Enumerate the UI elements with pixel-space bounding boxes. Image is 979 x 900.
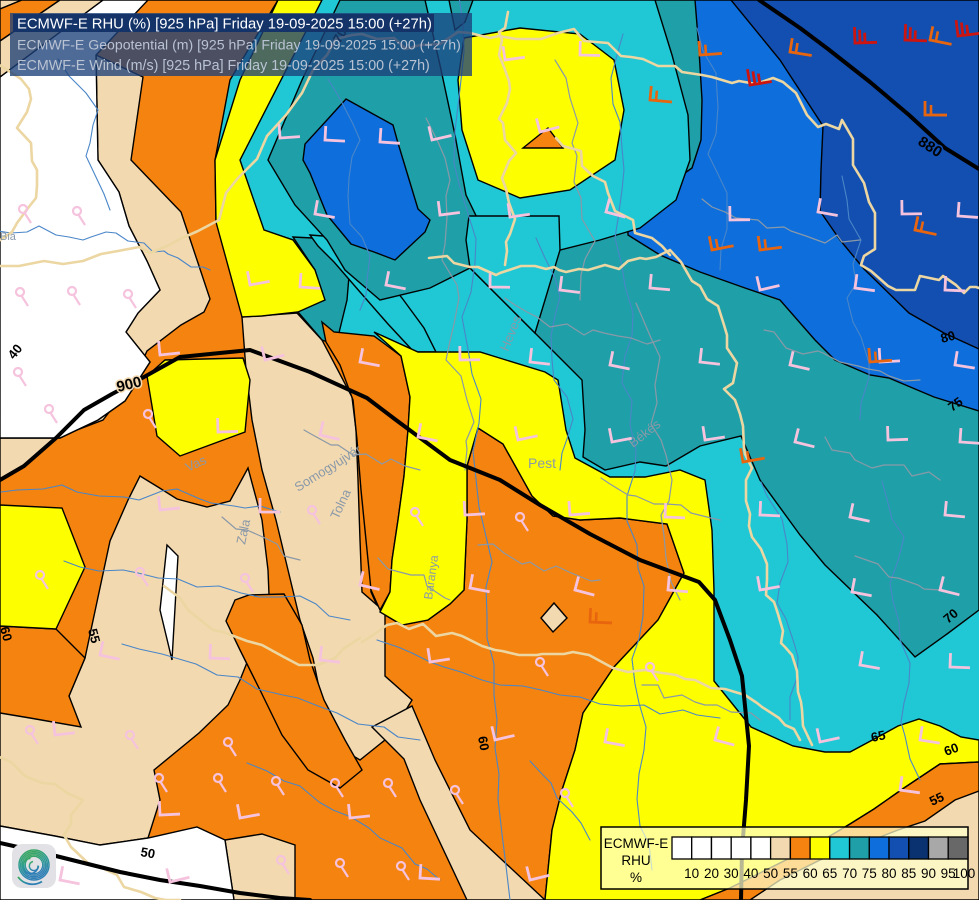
svg-text:10: 10 <box>684 866 699 881</box>
svg-text:90: 90 <box>921 866 936 881</box>
svg-text:95: 95 <box>941 866 956 881</box>
svg-text:80: 80 <box>881 866 896 881</box>
svg-text:ECMWF-E: ECMWF-E <box>604 836 669 851</box>
svg-text:60: 60 <box>803 866 818 881</box>
svg-text:60: 60 <box>0 625 15 643</box>
svg-text:85: 85 <box>901 866 916 881</box>
svg-text:100: 100 <box>953 866 976 881</box>
svg-text:RHU: RHU <box>621 853 650 868</box>
svg-text:75: 75 <box>945 394 965 415</box>
svg-text:Baranya: Baranya <box>421 554 441 601</box>
svg-text:30: 30 <box>724 866 739 881</box>
svg-text:Pest: Pest <box>528 455 556 471</box>
svg-text:60: 60 <box>475 735 492 752</box>
svg-text:900: 900 <box>115 373 143 396</box>
svg-text:55: 55 <box>783 866 798 881</box>
svg-text:55: 55 <box>85 627 103 645</box>
svg-text:75: 75 <box>862 866 877 881</box>
svg-text:50: 50 <box>763 866 778 881</box>
svg-text:20: 20 <box>704 866 719 881</box>
svg-text:Bia: Bia <box>0 231 17 243</box>
svg-text:40: 40 <box>743 866 758 881</box>
svg-text:55: 55 <box>927 789 946 809</box>
svg-text:ECMWF-E Geopotential (m) [925: ECMWF-E Geopotential (m) [925 hPa] Frida… <box>17 37 461 53</box>
svg-text:ECMWF-E Wind (m/s) [925 hPa] F: ECMWF-E Wind (m/s) [925 hPa] Friday 19-0… <box>17 58 430 74</box>
svg-text:50: 50 <box>139 844 156 861</box>
svg-text:60: 60 <box>942 740 961 759</box>
svg-text:65: 65 <box>822 866 837 881</box>
svg-text:Zala: Zala <box>233 517 253 546</box>
svg-text:ECMWF-E RHU (%) [925 hPa] Frid: ECMWF-E RHU (%) [925 hPa] Friday 19-09-2… <box>17 17 432 33</box>
svg-text:%: % <box>630 870 642 885</box>
svg-text:80: 80 <box>939 328 957 346</box>
svg-text:70: 70 <box>842 866 857 881</box>
svg-text:65: 65 <box>870 727 887 745</box>
